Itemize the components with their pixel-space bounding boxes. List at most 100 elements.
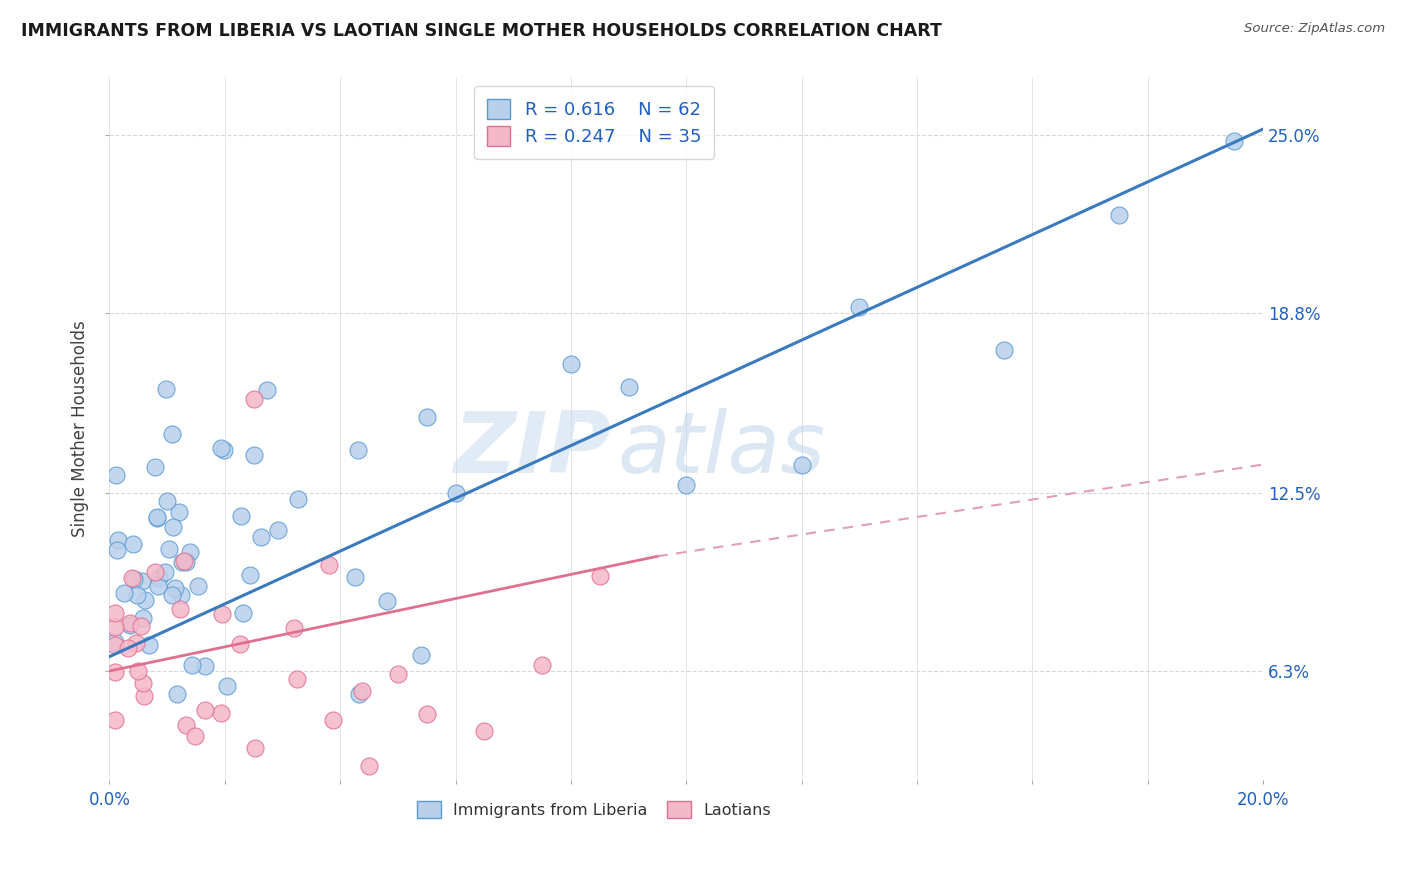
Point (285, 672, 308, 686)
Point (179, 544, 201, 558)
Point (209, 441, 232, 455)
Point (415, 410, 437, 425)
Point (166, 687, 188, 701)
Point (146, 509, 169, 524)
Point (104, 635, 127, 649)
Point (176, 555, 198, 569)
Text: ZIP: ZIP (454, 409, 612, 491)
Point (122, 537, 145, 551)
Point (160, 588, 183, 602)
Point (134, 593, 156, 607)
Point (617, 380, 640, 394)
Point (105, 467, 128, 482)
Point (148, 571, 170, 585)
Point (153, 565, 176, 579)
Point (560, 357, 582, 371)
Point (125, 588, 148, 602)
Point (184, 730, 207, 744)
Point (143, 459, 166, 474)
Point (181, 658, 204, 673)
Point (107, 533, 129, 547)
Point (256, 383, 278, 397)
Text: Source: ZipAtlas.com: Source: ZipAtlas.com (1244, 22, 1385, 36)
Point (217, 679, 239, 693)
Point (162, 519, 184, 533)
Point (675, 477, 697, 491)
Point (173, 554, 195, 568)
Point (1223, 134, 1246, 148)
Point (267, 524, 290, 538)
Point (117, 641, 139, 656)
Point (212, 442, 235, 457)
Point (118, 617, 141, 632)
Point (134, 689, 156, 703)
Point (318, 558, 340, 572)
Point (145, 511, 167, 525)
Point (250, 530, 273, 544)
Y-axis label: Single Mother Households: Single Mother Households (72, 320, 89, 537)
Point (163, 581, 186, 595)
Point (352, 683, 374, 698)
Point (157, 541, 180, 556)
Point (131, 619, 153, 633)
Point (589, 569, 612, 583)
Point (131, 675, 153, 690)
Point (242, 392, 264, 406)
Point (121, 571, 143, 585)
Point (104, 713, 127, 727)
Point (993, 343, 1015, 357)
Point (170, 589, 193, 603)
Point (105, 543, 128, 558)
Point (387, 666, 409, 681)
Point (155, 382, 177, 396)
Point (415, 706, 437, 721)
Point (322, 714, 344, 728)
Point (124, 572, 146, 586)
Point (347, 443, 370, 458)
Point (239, 568, 262, 582)
Point (444, 486, 467, 500)
Point (209, 706, 232, 721)
Point (357, 758, 380, 772)
Point (156, 494, 179, 508)
Point (143, 565, 166, 579)
Point (790, 458, 813, 472)
Point (245, 741, 267, 756)
Point (194, 659, 217, 673)
Point (104, 665, 127, 679)
Point (848, 300, 870, 314)
Point (474, 724, 496, 739)
Point (231, 509, 253, 524)
Point (127, 664, 149, 678)
Point (104, 620, 127, 634)
Point (283, 621, 305, 635)
Point (531, 658, 554, 673)
Point (138, 638, 160, 652)
Text: IMMIGRANTS FROM LIBERIA VS LAOTIAN SINGLE MOTHER HOUSEHOLDS CORRELATION CHART: IMMIGRANTS FROM LIBERIA VS LAOTIAN SINGL… (21, 22, 942, 40)
Point (169, 602, 191, 616)
Point (187, 579, 209, 593)
Point (170, 556, 193, 570)
Point (176, 717, 198, 731)
Point (160, 427, 183, 442)
Point (409, 648, 432, 662)
Point (229, 637, 252, 651)
Point (132, 611, 155, 625)
Point (347, 687, 370, 701)
Point (131, 574, 153, 589)
Point (112, 586, 135, 600)
Text: atlas: atlas (617, 409, 825, 491)
Point (211, 607, 233, 621)
Point (118, 615, 141, 630)
Point (375, 594, 398, 608)
Point (169, 505, 191, 519)
Point (194, 703, 217, 717)
Point (232, 606, 254, 620)
Point (1108, 208, 1130, 222)
Point (104, 639, 127, 653)
Point (287, 491, 309, 506)
Point (146, 579, 169, 593)
Point (344, 570, 367, 584)
Point (104, 606, 127, 620)
Point (242, 448, 264, 462)
